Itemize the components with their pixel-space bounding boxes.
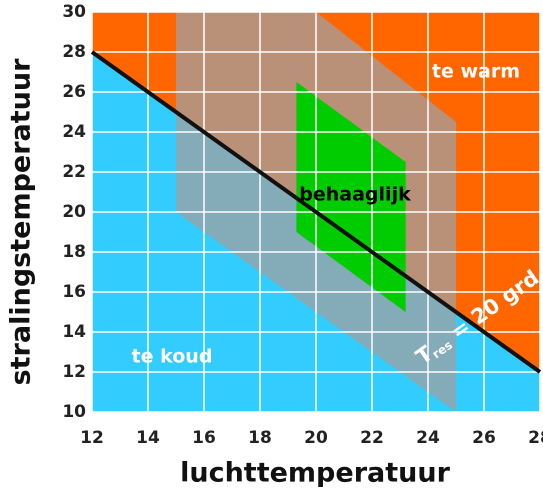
- annotation: te warm: [432, 61, 520, 83]
- annotation: behaaglijk: [299, 184, 411, 206]
- y-tick-label: 14: [62, 322, 86, 342]
- y-tick-label: 22: [62, 162, 86, 182]
- y-axis-label: stralingstemperatuur: [6, 58, 37, 386]
- y-tick-label: 28: [62, 42, 86, 62]
- x-tick-label: 22: [360, 428, 384, 448]
- x-tick-label: 18: [248, 428, 272, 448]
- y-tick-label: 30: [62, 2, 86, 22]
- y-tick-label: 18: [62, 242, 86, 262]
- y-tick-label: 16: [62, 282, 86, 302]
- x-tick-label: 16: [192, 428, 216, 448]
- y-tick-label: 20: [62, 202, 86, 222]
- line: [90, 50, 542, 374]
- annotation: te koud: [132, 346, 213, 368]
- x-tick-label: 26: [472, 428, 496, 448]
- x-axis-label: luchttemperatuur: [180, 458, 450, 489]
- y-tick-label: 10: [62, 402, 86, 422]
- x-tick-label: 20: [304, 428, 328, 448]
- x-tick-label: 12: [80, 428, 104, 448]
- y-tick-label: 26: [62, 82, 86, 102]
- x-tick-label: 14: [136, 428, 160, 448]
- x-tick-label: 24: [416, 428, 440, 448]
- x-tick-label: 28: [528, 428, 543, 448]
- y-tick-label: 12: [62, 362, 86, 382]
- y-tick-label: 24: [62, 122, 86, 142]
